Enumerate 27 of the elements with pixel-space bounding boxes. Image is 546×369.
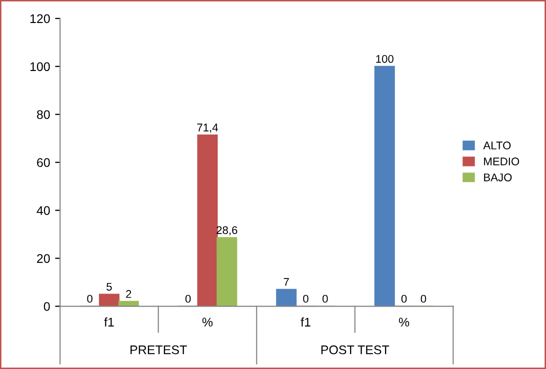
y-tick-label: 80 (36, 110, 50, 120)
data-label: 0 (401, 294, 407, 303)
y-tick-label: 0 (44, 302, 50, 311)
y-tick-label: 20 (37, 254, 50, 263)
y-tick-label: 40 (36, 206, 50, 215)
y-tick-label: 60 (37, 158, 50, 168)
y-tick-label: 100 (30, 62, 50, 72)
data-label: 0 (303, 294, 308, 303)
text: POST TEST (321, 345, 390, 354)
legend-label: MEDIO (484, 158, 520, 166)
legend-label: BAJO (484, 173, 512, 182)
legend-label: ALTO (483, 142, 511, 150)
data-label: 0 (87, 294, 92, 303)
x-tick-label: % (398, 318, 410, 327)
data-label: 7 (284, 278, 289, 286)
data-label: 100 (376, 54, 394, 63)
data-label: 5 (106, 282, 112, 291)
x-tick-label: f1 (300, 317, 310, 326)
y-tick-label: 120 (30, 14, 50, 24)
data-label: 0 (185, 294, 191, 303)
data-label: 0 (322, 294, 328, 303)
data-label: 2 (126, 290, 132, 298)
x-tick-label: % (202, 318, 213, 327)
text: PRETEST (130, 345, 187, 354)
data-label: 71,4 (197, 124, 218, 133)
x-tick-label: f1 (104, 317, 114, 326)
data-label: 0 (420, 294, 426, 303)
